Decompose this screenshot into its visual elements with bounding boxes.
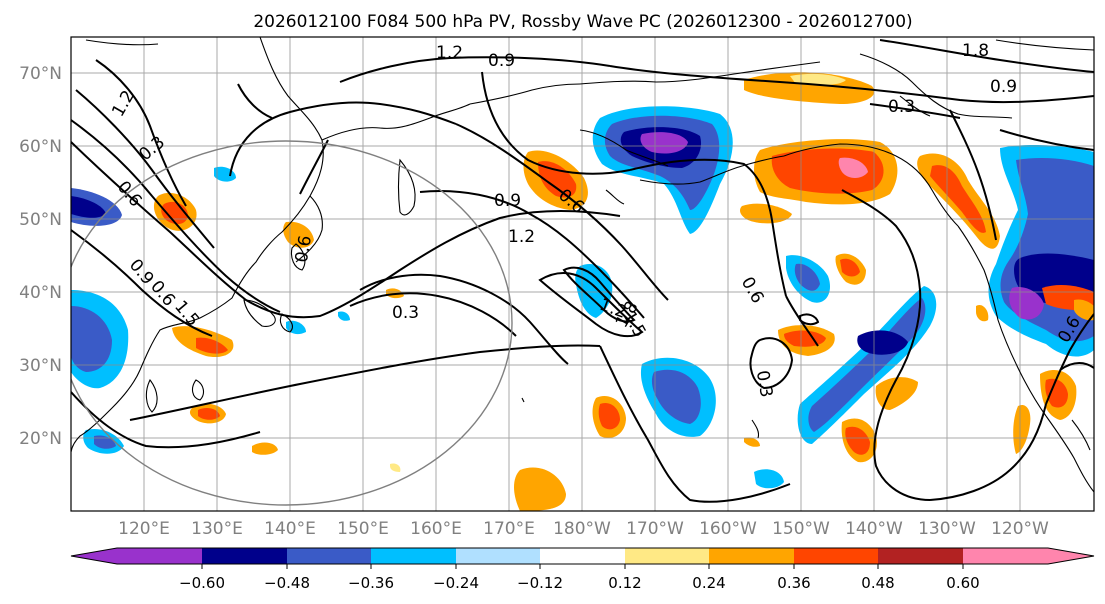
colorbar-tick-label: −0.48 xyxy=(264,574,310,592)
colorbar-segment xyxy=(287,548,371,564)
colorbar-tick-label: 0.60 xyxy=(946,574,979,592)
contour-label: 1.8 xyxy=(962,41,989,61)
positive-anomaly-north xyxy=(744,72,875,104)
contour-label: 0.9 xyxy=(990,77,1017,97)
colorbar-tick-label: −0.36 xyxy=(348,574,394,592)
colorbar-outline xyxy=(70,547,1095,565)
colorbar-tick-label: 0.48 xyxy=(861,574,894,592)
lon-label: 180°W xyxy=(553,519,611,539)
pv-contours xyxy=(71,39,1094,503)
colorbar-segments xyxy=(71,548,1094,564)
contour-label: 0.3 xyxy=(888,97,915,117)
colorbar-segment xyxy=(878,548,963,564)
lon-label: 140°E xyxy=(264,519,316,539)
latitude-labels: 70°N 60°N 50°N 40°N 30°N 20°N xyxy=(19,64,62,449)
contour-label: 0.9 xyxy=(494,191,521,211)
colorbar-segment xyxy=(625,548,709,564)
colorbar-segment xyxy=(202,548,287,564)
contour-label: 0.3 xyxy=(752,369,776,399)
colorbar-tick-label: 0.24 xyxy=(692,574,725,592)
lat-label: 40°N xyxy=(19,283,62,303)
contour-label: 1.2 xyxy=(508,227,535,247)
lat-label: 50°N xyxy=(19,210,62,230)
colorbar-tick-label: −0.60 xyxy=(179,574,225,592)
colorbar-segment xyxy=(71,548,202,564)
colorbar-tick-label: 0.12 xyxy=(608,574,641,592)
lon-label: 120°W xyxy=(991,519,1049,539)
lat-label: 20°N xyxy=(19,429,62,449)
colorbar-tick-label: −0.24 xyxy=(433,574,479,592)
colorbar-ticks xyxy=(201,564,964,569)
colorbar-tick-label: 0.36 xyxy=(777,574,810,592)
positive-anomaly-japan xyxy=(172,221,314,358)
colorbar-segment xyxy=(540,548,625,564)
positive-anomaly-gulf-of-alaska xyxy=(740,139,1000,285)
negative-anomaly-east-edge xyxy=(988,145,1094,454)
coastlines xyxy=(71,37,1094,493)
lat-label: 60°N xyxy=(19,137,62,157)
colorbar-segment xyxy=(371,548,456,564)
lon-label: 150°E xyxy=(337,519,389,539)
contour-label: 1.2 xyxy=(436,43,463,63)
lon-label: 140°W xyxy=(845,519,903,539)
lon-label: 170°W xyxy=(626,519,684,539)
highlight-circle xyxy=(71,140,513,506)
contour-label: 0.9 xyxy=(488,51,515,71)
colorbar-tick-labels: −0.60 −0.48 −0.36 −0.24 −0.12 0.12 0.24 … xyxy=(179,574,980,592)
lon-label: 160°E xyxy=(410,519,462,539)
colorbar-segment xyxy=(963,548,1094,564)
colorbar: −0.60 −0.48 −0.36 −0.24 −0.12 0.12 0.24 … xyxy=(70,547,1095,592)
map-panel: 1.2 0.9 1.8 0.9 0.3 1.2 0.3 0.6 0.9 0.6 … xyxy=(70,36,1095,512)
map-frame xyxy=(70,36,1095,512)
colorbar-segment xyxy=(709,548,794,564)
lon-label: 130°W xyxy=(918,519,976,539)
colorbar-tick-label: −0.12 xyxy=(517,574,563,592)
lon-label: 160°W xyxy=(699,519,757,539)
colorbar-segment xyxy=(456,548,540,564)
longitude-labels: 120°E 130°E 140°E 150°E 160°E 170°E 180°… xyxy=(118,519,1049,539)
lon-label: 170°E xyxy=(483,519,535,539)
lat-label: 30°N xyxy=(19,356,62,376)
contour-label: 0.6 xyxy=(292,234,316,264)
contour-label: 0.3 xyxy=(392,303,419,323)
lon-label: 130°E xyxy=(191,519,243,539)
lon-label: 150°W xyxy=(772,519,830,539)
lon-label: 120°E xyxy=(118,519,170,539)
negative-anomaly-west-edge xyxy=(71,188,129,389)
lat-label: 70°N xyxy=(19,64,62,84)
figure-title: 2026012100 F084 500 hPa PV, Rossby Wave … xyxy=(253,12,912,32)
colorbar-segment xyxy=(794,548,878,564)
